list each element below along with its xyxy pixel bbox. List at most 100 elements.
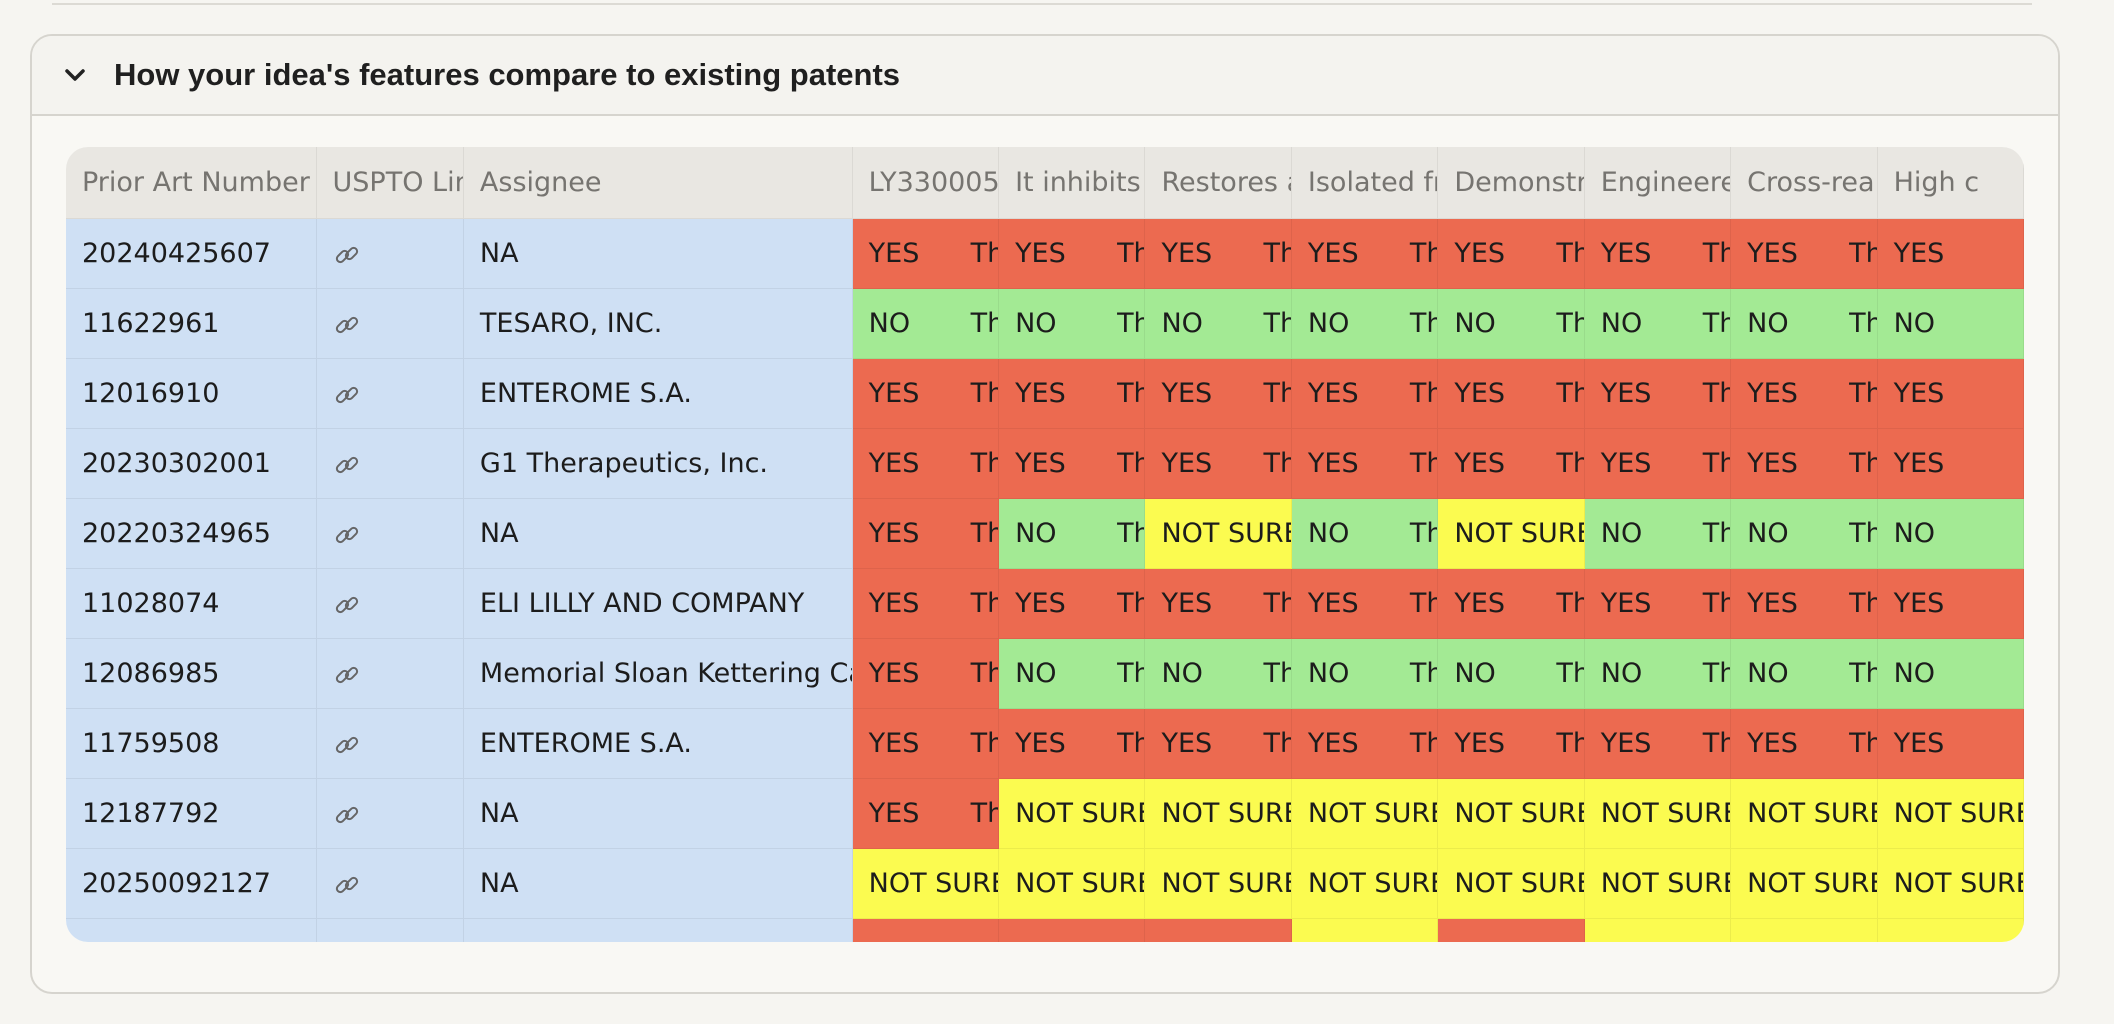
column-header[interactable]: Prior Art Number: [66, 147, 317, 219]
prior-art-number: 11759508: [66, 709, 317, 779]
answer: YES: [1601, 728, 1652, 759]
note: The: [1703, 639, 1731, 709]
feature-cell: NOThe: [1585, 499, 1731, 569]
uspto-link[interactable]: [317, 639, 464, 709]
answer: NO: [869, 308, 910, 339]
answer: NO: [1454, 658, 1495, 689]
answer: NOT SURE: [1015, 798, 1145, 829]
uspto-link[interactable]: [317, 219, 464, 289]
feature-cell: YESTh: [853, 639, 999, 709]
answer: NOT SURE: [1601, 938, 1731, 942]
feature-cell: YESTh: [1731, 569, 1877, 639]
assignee: ENTEROME S.A.: [464, 709, 853, 779]
column-header[interactable]: It inhibits t: [999, 147, 1145, 219]
feature-cell: YES Th: [1292, 359, 1438, 429]
answer: NO: [1601, 308, 1642, 339]
uspto-link[interactable]: [317, 359, 464, 429]
answer: YES: [1161, 938, 1212, 942]
answer: YES: [869, 658, 920, 689]
answer: YES: [1747, 588, 1798, 619]
answer: NOT SURE: [1161, 798, 1291, 829]
answer: NO: [1747, 308, 1788, 339]
note: Th: [1556, 569, 1584, 639]
feature-cell: YESTh: [1292, 569, 1438, 639]
feature-cell: NOThe: [1585, 639, 1731, 709]
feature-cell: YESTh: [1145, 709, 1291, 779]
feature-cell: NOT SURE: [1145, 849, 1291, 919]
answer: YES: [1308, 728, 1359, 759]
answer: NO: [1894, 308, 1935, 339]
answer: YES: [1015, 448, 1066, 479]
uspto-link[interactable]: [317, 849, 464, 919]
feature-cell: NOT SURE: [853, 849, 999, 919]
feature-cell: YESTh: [999, 219, 1145, 289]
column-header[interactable]: LY330005: [853, 147, 999, 219]
feature-cell: NOT SURE: [999, 779, 1145, 849]
feature-cell: YESTh: [1292, 429, 1438, 499]
note: Th: [971, 709, 999, 779]
answer: NOT SURE: [869, 868, 999, 899]
answer: YES: [1894, 378, 1945, 409]
note: Th: [1117, 709, 1145, 779]
assignee: NA: [464, 499, 853, 569]
note: Th: [1410, 429, 1438, 499]
column-header[interactable]: Restores a: [1145, 147, 1291, 219]
uspto-link[interactable]: [317, 779, 464, 849]
feature-cell: NOT SURE: [1731, 779, 1877, 849]
feature-cell: NOT SURE: [1145, 779, 1291, 849]
column-header[interactable]: USPTO Link: [317, 147, 464, 219]
uspto-link[interactable]: [317, 289, 464, 359]
answer: YES: [869, 518, 920, 549]
answer: NOT SURE: [1454, 518, 1584, 549]
feature-cell: NOThe: [1145, 639, 1291, 709]
answer: NO: [1308, 308, 1349, 339]
feature-cell: YESTh: [1731, 429, 1877, 499]
feature-cell: YESTh: [1438, 569, 1584, 639]
note: Th: [1556, 709, 1584, 779]
answer: YES: [1454, 238, 1505, 269]
uspto-link[interactable]: [317, 499, 464, 569]
feature-cell: YESTh: [1585, 359, 1731, 429]
uspto-link[interactable]: [317, 429, 464, 499]
note: Th: [1556, 429, 1584, 499]
note: The: [1703, 499, 1731, 569]
feature-cell: YESTh: [999, 359, 1145, 429]
note: The: [1117, 499, 1145, 569]
column-header[interactable]: High c: [1878, 147, 2024, 219]
uspto-link[interactable]: [317, 569, 464, 639]
accordion-header[interactable]: How your idea's features compare to exis…: [32, 36, 2058, 116]
answer: YES: [1308, 378, 1359, 409]
note: Th: [1117, 219, 1145, 289]
uspto-link[interactable]: [317, 919, 464, 942]
note: Th: [971, 499, 999, 569]
feature-cell: NOThe: [1438, 639, 1584, 709]
note: Thi: [1556, 289, 1584, 359]
divider: [52, 0, 2032, 5]
column-header[interactable]: Isolated fr: [1292, 147, 1438, 219]
table-row: 20230302001G1 Therapeutics, Inc.YESThYES…: [66, 429, 2024, 499]
table-row: 12086985Memorial Sloan Kettering CarYEST…: [66, 639, 2024, 709]
column-header[interactable]: Cross-rea: [1731, 147, 1877, 219]
answer: NOT SURE: [1747, 798, 1877, 829]
note: Th: [1703, 569, 1731, 639]
feature-cell: YESTh: [1292, 219, 1438, 289]
column-header[interactable]: Assignee: [464, 147, 853, 219]
answer: NOT SURE: [1601, 868, 1731, 899]
answer: YES: [1747, 728, 1798, 759]
note: Th: [1410, 359, 1438, 429]
table-row: 20240425607NAYESThYESThYESThYESThYESThYE…: [66, 219, 2024, 289]
feature-cell: YES: [1878, 709, 2024, 779]
note: Th: [1849, 359, 1877, 429]
feature-cell: NOT SURE: [1878, 919, 2024, 942]
note: Th: [1410, 569, 1438, 639]
feature-cell: YESTh: [853, 359, 999, 429]
column-header[interactable]: Engineere: [1585, 147, 1731, 219]
feature-cell: YESTh: [853, 429, 999, 499]
feature-cell: YES: [1878, 429, 2024, 499]
uspto-link[interactable]: [317, 709, 464, 779]
column-header[interactable]: Demonstra: [1438, 147, 1584, 219]
note: The: [1263, 639, 1291, 709]
note: The: [1410, 499, 1438, 569]
answer: YES: [1747, 448, 1798, 479]
